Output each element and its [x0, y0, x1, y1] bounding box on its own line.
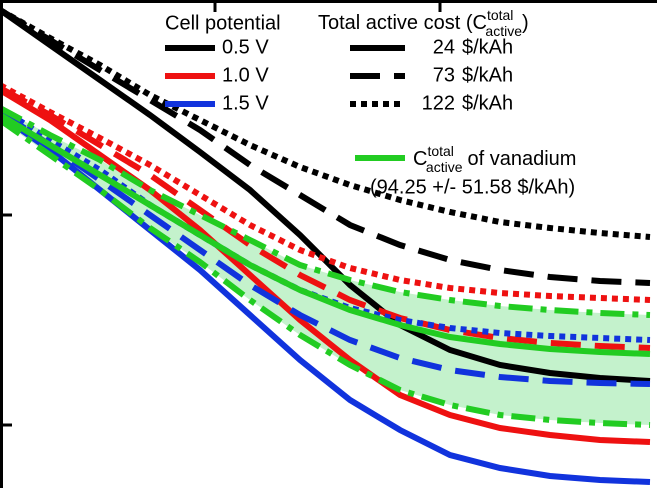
legend-value: 122 — [422, 92, 455, 114]
curve — [0, 87, 651, 445]
legend-title-sup: total — [487, 7, 513, 23]
curve — [0, 7, 651, 384]
vanadium-band — [0, 108, 650, 425]
legend-unit: $/kAh — [462, 92, 513, 114]
legend-value: 73 — [433, 64, 455, 86]
vanadium-range: (94.25 +/- 51.58 $/kAh) — [370, 176, 575, 198]
curve — [0, 85, 651, 351]
vanadium-sub: active — [426, 159, 463, 175]
curve — [0, 7, 651, 286]
legend-label: 1.5 V — [222, 92, 269, 114]
vanadium-mean — [0, 112, 651, 357]
legend-label: 1.0 V — [222, 64, 269, 86]
vanadium-symbol: C — [413, 148, 427, 170]
legend-unit: $/kAh — [462, 36, 513, 58]
vanadium-label: Ctotal active of vanadium — [413, 143, 576, 175]
curve — [0, 112, 651, 485]
legend-value: 24 — [433, 36, 455, 58]
legend-title-text: Total active cost (C — [318, 12, 487, 34]
legend-title-end: ) — [522, 12, 529, 34]
legend-unit: $/kAh — [462, 64, 513, 86]
vanadium-sup: total — [427, 143, 453, 159]
curve — [0, 82, 651, 303]
legend-title-sub: active — [485, 23, 522, 39]
legend-title: Total active cost (Ctotal active) — [318, 7, 529, 39]
legend-label: 0.5 V — [222, 36, 269, 58]
vanadium-text: of vanadium — [468, 148, 577, 170]
curve — [0, 7, 651, 240]
legend: Cell potential Total active cost (Ctotal… — [165, 7, 576, 198]
legend-title: Cell potential — [165, 12, 281, 34]
vanadium-bound — [0, 105, 651, 318]
